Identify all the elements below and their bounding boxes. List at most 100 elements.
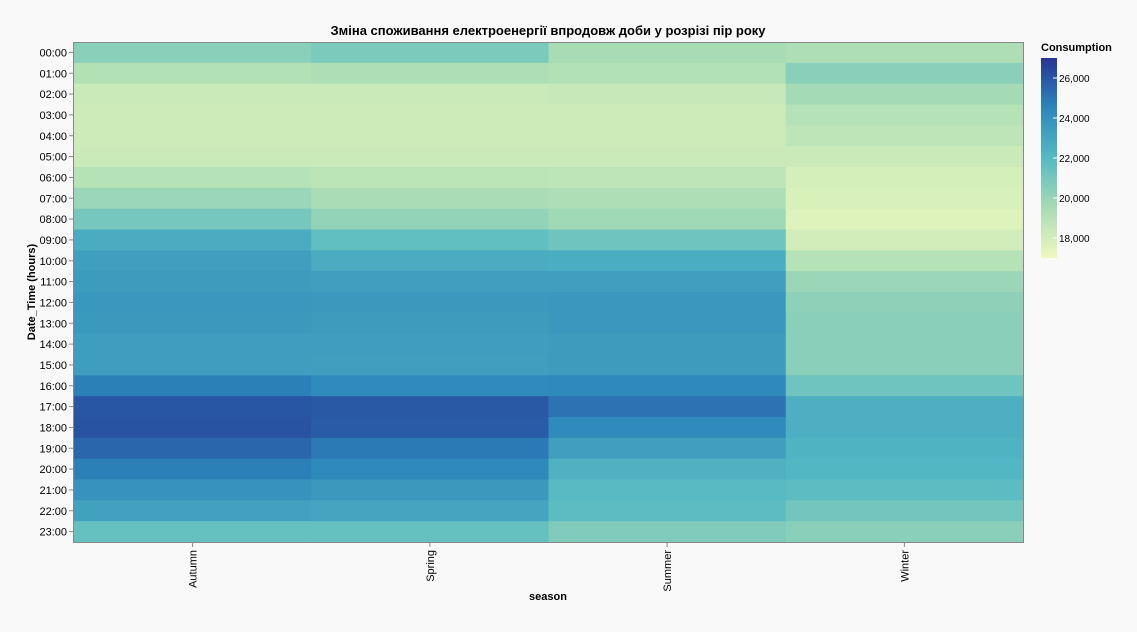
legend-tick-label: 20,000 bbox=[1059, 194, 1090, 205]
heatmap-cell bbox=[548, 437, 787, 460]
heatmap-cell bbox=[74, 125, 312, 147]
y-tick-label: 16:00 bbox=[39, 381, 67, 393]
y-tick-label: 09:00 bbox=[39, 235, 67, 247]
x-tick-label: Spring bbox=[425, 550, 437, 582]
heatmap-cell bbox=[311, 250, 549, 272]
heatmap-cell bbox=[311, 354, 549, 376]
x-tick-label: Winter bbox=[899, 550, 911, 582]
heatmap-cell bbox=[785, 354, 1024, 376]
heatmap-cell bbox=[785, 479, 1024, 501]
heatmap-cell bbox=[548, 417, 787, 439]
heatmap-cell bbox=[548, 271, 787, 293]
heatmap-cell bbox=[74, 458, 312, 480]
heatmap-cell bbox=[785, 312, 1024, 335]
heatmap-cell bbox=[311, 312, 549, 335]
x-tick-label: Autumn bbox=[188, 550, 200, 588]
heatmap-cell bbox=[785, 500, 1024, 522]
heatmap-cell bbox=[548, 292, 787, 314]
heatmap-cell bbox=[785, 396, 1024, 418]
heatmap-cell bbox=[74, 500, 312, 522]
legend-tick-label: 24,000 bbox=[1059, 114, 1090, 125]
y-tick-label: 05:00 bbox=[39, 152, 67, 164]
heatmap-cell bbox=[548, 42, 787, 64]
y-tick-label: 00:00 bbox=[39, 47, 67, 59]
heatmap-cell bbox=[74, 292, 312, 314]
heatmap-cell bbox=[311, 333, 549, 355]
heatmap-cell bbox=[311, 292, 549, 314]
heatmap-cell bbox=[74, 479, 312, 501]
y-tick-label: 06:00 bbox=[39, 172, 67, 184]
heatmap-cell bbox=[785, 146, 1024, 168]
heatmap-cell bbox=[785, 229, 1024, 251]
y-tick-label: 07:00 bbox=[39, 193, 67, 205]
x-tick-label: Summer bbox=[662, 550, 674, 592]
heatmap-cell bbox=[311, 417, 549, 439]
heatmap-cell bbox=[311, 146, 549, 168]
heatmap-cell bbox=[548, 354, 787, 376]
heatmap-cell bbox=[548, 479, 787, 501]
heatmap-cell bbox=[311, 83, 549, 105]
y-tick-label: 04:00 bbox=[39, 131, 67, 143]
y-tick-label: 13:00 bbox=[39, 318, 67, 330]
heatmap-cell bbox=[74, 521, 312, 543]
heatmap-cell bbox=[548, 375, 787, 397]
heatmap-cell bbox=[548, 187, 787, 210]
heatmap-cell bbox=[311, 396, 549, 418]
plot-frame bbox=[73, 42, 1024, 543]
heatmap-cell bbox=[311, 229, 549, 251]
legend-tick-label: 18,000 bbox=[1059, 234, 1090, 245]
y-tick-label: 11:00 bbox=[40, 277, 67, 289]
y-tick-label: 12:00 bbox=[39, 297, 67, 309]
heatmap-cell bbox=[74, 42, 312, 64]
heatmap-cell bbox=[548, 104, 787, 126]
heatmap-cell bbox=[548, 208, 787, 230]
heatmap-cell bbox=[785, 417, 1024, 439]
y-axis-title: Date_Time (hours) bbox=[26, 243, 38, 340]
heatmap-cell bbox=[548, 458, 787, 480]
legend-tick-label: 26,000 bbox=[1059, 74, 1090, 85]
heatmap-cell bbox=[311, 42, 549, 64]
heatmap-cell bbox=[74, 146, 312, 168]
y-tick-label: 10:00 bbox=[39, 256, 67, 268]
heatmap-cell bbox=[311, 458, 549, 480]
heatmap-cell bbox=[785, 62, 1024, 85]
heatmap-cell bbox=[785, 521, 1024, 543]
y-axis: 00:00 01:00 02:00 03:00 04:00 05:00 06:00 07:00… bbox=[39, 47, 74, 539]
heatmap-cell bbox=[785, 187, 1024, 210]
heatmap-cell bbox=[785, 250, 1024, 272]
heatmap-cell bbox=[785, 167, 1024, 189]
y-tick-label: 19:00 bbox=[39, 443, 67, 455]
heatmap-cell bbox=[785, 271, 1024, 293]
heatmap-cell bbox=[311, 125, 549, 147]
heatmap-cell bbox=[785, 333, 1024, 355]
heatmap-cell bbox=[548, 500, 787, 522]
legend-tick-label: 22,000 bbox=[1059, 154, 1090, 165]
heatmap-cell bbox=[548, 83, 787, 105]
y-tick-label: 20:00 bbox=[39, 464, 67, 476]
heatmap-cell bbox=[548, 125, 787, 147]
heatmap-cell bbox=[311, 62, 549, 85]
heatmap-cell bbox=[785, 208, 1024, 230]
heatmap-cell bbox=[785, 375, 1024, 397]
y-tick-label: 15:00 bbox=[39, 360, 67, 372]
y-tick-label: 03:00 bbox=[39, 110, 67, 122]
heatmap-cell bbox=[311, 104, 549, 126]
heatmap-cell bbox=[74, 187, 312, 210]
heatmap-cell bbox=[548, 146, 787, 168]
heatmap-cell bbox=[548, 312, 787, 335]
heatmap-cell bbox=[74, 417, 312, 439]
y-tick-label: 14:00 bbox=[39, 339, 67, 351]
heatmap-cell bbox=[785, 104, 1024, 126]
heatmap-cell bbox=[311, 167, 549, 189]
heatmap-cell bbox=[74, 167, 312, 189]
heatmap-cell bbox=[548, 396, 787, 418]
heatmap-cell bbox=[74, 62, 312, 85]
heatmap-cell bbox=[785, 458, 1024, 480]
heatmap-cell bbox=[785, 125, 1024, 147]
heatmap-cell bbox=[74, 250, 312, 272]
heatmap-cell bbox=[74, 333, 312, 355]
heatmap-cell bbox=[74, 396, 312, 418]
heatmap-cells bbox=[74, 42, 1024, 543]
